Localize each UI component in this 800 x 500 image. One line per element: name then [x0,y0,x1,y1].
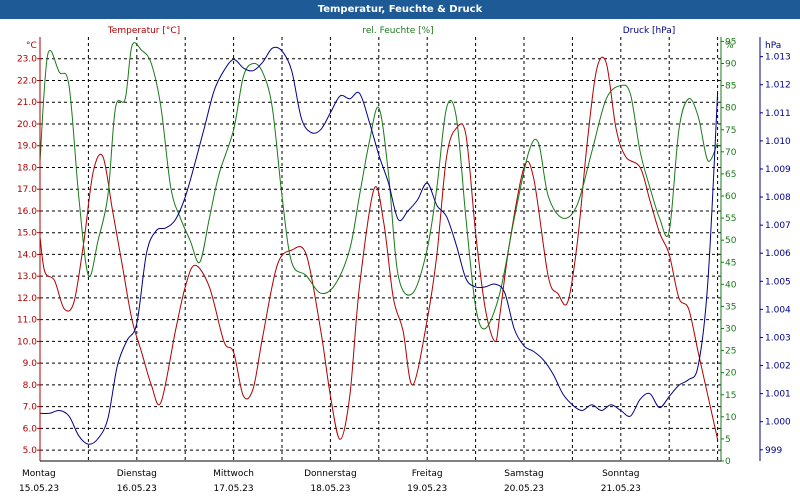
humidity-unit: % [725,41,734,51]
pressure-tick-label: 1.007 [765,221,791,231]
humidity-axis: 0 5 10 15 20 25 30 35 40 45 50 55 60 65 70 75 80 85 90 95 [721,37,737,467]
x-tick-day: Montag [22,469,56,479]
pressure-tick-label: 1.002 [765,362,791,372]
humidity-tick-label: 90 [725,60,737,70]
pressure-tick-label: 1.010 [765,137,791,147]
pressure-tick-label: 1.009 [765,165,791,175]
x-tick-date: 15.05.23 [19,484,59,494]
x-tick-date: 16.05.23 [117,484,157,494]
temperature-line [39,56,719,440]
x-tick-day: Donnerstag [304,469,357,479]
pressure-tick-label: 1.012 [765,81,791,91]
pressure-tick-label: 1.004 [765,305,791,315]
x-tick-day: Sonntag [602,469,639,479]
x-tick-day: Freitag [412,469,443,479]
humidity-tick-label: 55 [725,214,736,224]
humidity-tick-label: 0 [725,457,731,467]
pressure-tick-label: 1.000 [765,418,791,428]
pressure-line [39,46,719,445]
pressure-unit: hPa [765,41,781,51]
humidity-tick-label: 60 [725,192,737,202]
x-tick-date: 20.05.23 [504,484,544,494]
humidity-tick-label: 80 [725,104,737,114]
x-tick-date: 21.05.23 [601,484,641,494]
temperature-tick-label: 13.0 [17,272,37,282]
humidity-line [39,42,719,330]
temperature-tick-label: 5.0 [23,446,38,456]
legend-humidity: rel. Feuchte [%] [362,26,433,36]
humidity-tick-label: 70 [725,148,737,158]
series-layer [39,42,719,445]
humidity-tick-label: 35 [725,302,736,312]
pressure-tick-label: 1.011 [765,109,791,119]
temperature-tick-label: 8.0 [23,381,38,391]
humidity-tick-label: 50 [725,236,737,246]
humidity-tick-label: 30 [725,325,737,335]
temperature-tick-label: 15.0 [17,229,37,239]
humidity-tick-label: 95 [725,37,736,47]
x-tick-day: Dienstag [117,469,157,479]
x-tick-date: 19.05.23 [407,484,447,494]
humidity-tick-label: 25 [725,347,736,357]
pressure-tick-label: 1.006 [765,249,791,259]
humidity-tick-label: 10 [725,413,737,423]
temperature-tick-label: 10.0 [17,337,37,347]
temperature-tick-label: 14.0 [17,250,37,260]
humidity-tick-label: 15 [725,391,736,401]
x-tick-day: Samstag [504,469,543,479]
x-axis: Montag 15.05.23 Dienstag 16.05.23 Mittwoch 17… [19,469,641,494]
temperature-tick-label: 22.0 [17,76,37,86]
pressure-tick-label: 1.005 [765,277,791,287]
humidity-tick-label: 5 [725,435,731,445]
plot-frame [39,37,761,462]
pressure-axis: 999 1.000 1.001 1.002 1.003 1.004 1.005 1.006 1.… [760,53,791,456]
pressure-tick-label: 1.003 [765,333,791,343]
temperature-tick-label: 17.0 [17,185,37,195]
temperature-tick-label: 6.0 [23,424,38,434]
x-tick-day: Mittwoch [213,469,254,479]
humidity-tick-label: 75 [725,126,736,136]
pressure-tick-label: 1.013 [765,53,791,63]
humidity-tick-label: 45 [725,258,736,268]
temperature-tick-label: 16.0 [17,207,37,217]
x-tick-date: 17.05.23 [214,484,254,494]
humidity-tick-label: 20 [725,369,737,379]
pressure-tick-label: 999 [765,446,782,456]
humidity-tick-label: 85 [725,82,736,92]
temperature-tick-label: 23.0 [17,55,37,65]
humidity-tick-label: 65 [725,170,736,180]
temperature-unit: °C [26,41,37,51]
pressure-tick-label: 1.001 [765,390,791,400]
legend: Temperatur [°C] rel. Feuchte [%] Druck [hP… [26,26,781,51]
temperature-axis: 5.0 6.0 7.0 8.0 9.0 10.0 11.0 12.0 13.0 14.0 15.0 1… [17,55,40,456]
temperature-tick-label: 18.0 [17,163,37,173]
grid [40,37,721,461]
legend-temperature: Temperatur [°C] [107,26,180,36]
temperature-tick-label: 12.0 [17,294,37,304]
humidity-tick-label: 40 [725,280,737,290]
x-tick-date: 18.05.23 [310,484,350,494]
temperature-tick-label: 21.0 [17,98,37,108]
chart-title: Temperatur, Feuchte & Druck [0,0,800,19]
pressure-tick-label: 1.008 [765,193,791,203]
legend-pressure: Druck [hPa] [623,26,676,36]
temperature-tick-label: 11.0 [17,316,37,326]
temperature-tick-label: 20.0 [17,120,37,130]
temperature-tick-label: 9.0 [23,359,38,369]
temperature-tick-label: 7.0 [23,403,38,413]
temperature-tick-label: 19.0 [17,142,37,152]
